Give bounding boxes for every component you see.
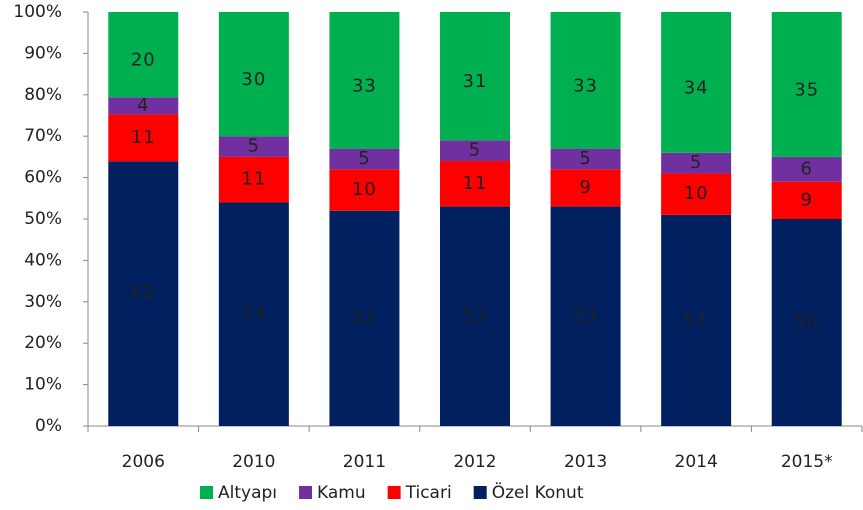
bar-segment [771, 181, 842, 219]
y-tick-label: 0% [35, 416, 62, 436]
legend-swatch [387, 486, 401, 499]
data-label: 34 [684, 77, 709, 98]
bar-segment [661, 214, 732, 426]
data-label: 30 [241, 69, 266, 90]
data-label: 5 [579, 148, 591, 169]
bar-segment [329, 148, 400, 170]
y-tick-label: 50% [24, 209, 62, 229]
legend-swatch [299, 486, 313, 499]
data-label: 10 [684, 183, 709, 204]
bar-segment [218, 12, 289, 137]
bar-segment [550, 169, 621, 207]
bar-segment [329, 12, 400, 149]
y-tick-label: 100% [13, 2, 62, 22]
y-tick-label: 10% [24, 375, 62, 395]
data-label: 33 [573, 75, 598, 96]
legend-swatch [200, 486, 213, 499]
y-tick-label: 80% [24, 85, 62, 105]
bar-segment [218, 136, 289, 157]
data-label: 35 [794, 79, 819, 100]
bar-segment [440, 206, 510, 426]
data-label: 9 [800, 189, 812, 210]
data-label: 5 [248, 136, 260, 157]
data-label: 33 [352, 75, 377, 96]
bar-segment [550, 12, 621, 149]
data-label: 5 [358, 148, 370, 169]
x-tick-label: 2012 [453, 452, 496, 472]
legend-label: Altyapı [218, 483, 277, 503]
y-tick-label: 70% [24, 126, 62, 146]
data-label: 6 [800, 158, 812, 179]
data-label: 11 [241, 169, 266, 190]
y-tick-label: 90% [24, 43, 62, 63]
data-label: 5 [469, 140, 481, 161]
data-label: 11 [463, 173, 488, 194]
data-label: 5 [690, 152, 702, 173]
legend-label: Ticari [405, 483, 452, 503]
bar-segment [329, 169, 400, 211]
data-label: 52 [352, 307, 377, 328]
x-tick-label: 2006 [122, 452, 165, 472]
bar-segment [550, 148, 621, 170]
data-label: 51 [684, 309, 709, 330]
bar-segment [440, 140, 510, 162]
x-tick-label: 2014 [675, 452, 718, 472]
data-label: 10 [352, 179, 377, 200]
bar-segment [550, 206, 621, 426]
bar-segment [218, 156, 289, 203]
bar-segment [771, 12, 842, 157]
bar-segment [661, 152, 732, 174]
bar-segment [661, 12, 732, 153]
y-tick-label: 40% [24, 250, 62, 270]
bar-segment [440, 12, 510, 141]
legend-label: Kamu [317, 483, 366, 503]
bar-segment [771, 156, 842, 182]
bar-segment [108, 161, 179, 426]
data-label: 4 [137, 95, 149, 116]
bar-segment [771, 219, 842, 426]
x-tick-label: 2011 [343, 452, 386, 472]
x-tick-label: 2013 [564, 452, 607, 472]
legend-swatch [473, 486, 487, 499]
bar-segment [108, 12, 179, 98]
x-tick-label: 2010 [232, 452, 275, 472]
data-label: 11 [131, 127, 156, 148]
data-label: 9 [579, 177, 591, 198]
data-label: 50 [794, 312, 819, 333]
bar-segment [329, 210, 400, 426]
bar-segment [218, 202, 289, 426]
data-label: 31 [463, 71, 488, 92]
y-tick-label: 30% [24, 292, 62, 312]
bar-segment [108, 97, 179, 115]
x-tick-label: 2015* [781, 452, 833, 472]
bar-segment [440, 161, 510, 207]
bar-segment [661, 173, 732, 215]
legend-label: Özel Konut [492, 481, 584, 503]
data-label: 53 [463, 305, 488, 326]
bar-segment [108, 114, 179, 162]
data-label: 53 [573, 305, 598, 326]
data-label: 20 [131, 50, 156, 71]
y-tick-label: 20% [24, 333, 62, 353]
data-label: 62 [131, 283, 156, 304]
data-label: 54 [241, 303, 266, 324]
y-tick-label: 60% [24, 168, 62, 188]
